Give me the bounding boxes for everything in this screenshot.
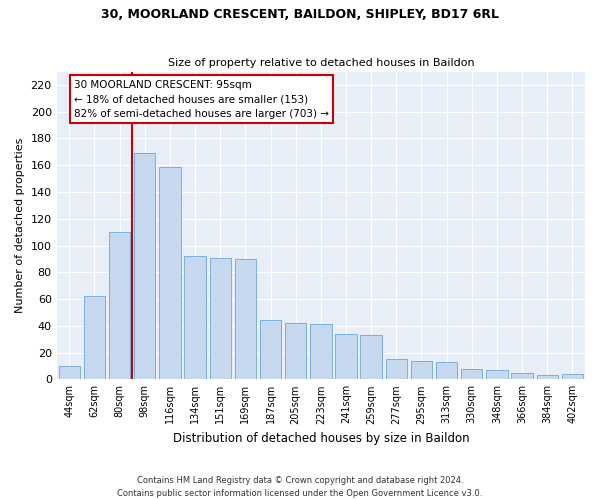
Bar [235, 259, 256, 380]
Bar [386, 359, 407, 380]
Title: Size of property relative to detached houses in Baildon: Size of property relative to detached ho… [167, 58, 474, 68]
Bar [109, 232, 130, 380]
Bar [511, 372, 533, 380]
Bar [411, 360, 432, 380]
Bar [260, 320, 281, 380]
Bar [486, 370, 508, 380]
Bar [335, 334, 356, 380]
Y-axis label: Number of detached properties: Number of detached properties [15, 138, 25, 313]
Text: 30 MOORLAND CRESCENT: 95sqm
← 18% of detached houses are smaller (153)
82% of se: 30 MOORLAND CRESCENT: 95sqm ← 18% of det… [74, 80, 329, 119]
Text: 30, MOORLAND CRESCENT, BAILDON, SHIPLEY, BD17 6RL: 30, MOORLAND CRESCENT, BAILDON, SHIPLEY,… [101, 8, 499, 20]
Bar [285, 323, 307, 380]
Bar [461, 368, 482, 380]
Text: Contains HM Land Registry data © Crown copyright and database right 2024.
Contai: Contains HM Land Registry data © Crown c… [118, 476, 482, 498]
Bar [159, 166, 181, 380]
Bar [184, 256, 206, 380]
Bar [209, 258, 231, 380]
Bar [436, 362, 457, 380]
Bar [310, 324, 332, 380]
Bar [562, 374, 583, 380]
Bar [536, 376, 558, 380]
Bar [134, 153, 155, 380]
Bar [361, 335, 382, 380]
Bar [84, 296, 105, 380]
X-axis label: Distribution of detached houses by size in Baildon: Distribution of detached houses by size … [173, 432, 469, 445]
Bar [59, 366, 80, 380]
